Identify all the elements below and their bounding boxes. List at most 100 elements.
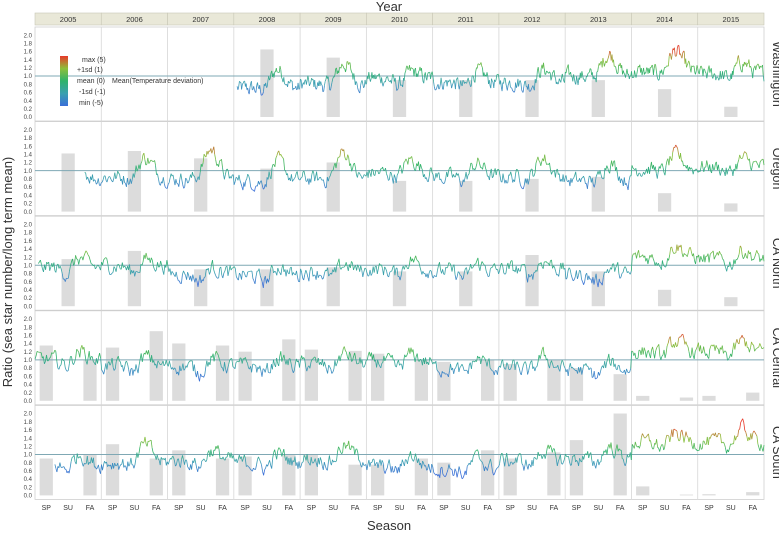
series-segment (402, 78, 404, 88)
series-segment (757, 63, 760, 66)
series-segment (144, 159, 147, 166)
series-segment (315, 87, 318, 90)
series-segment (682, 160, 684, 167)
series-segment (615, 66, 617, 72)
series-segment (549, 162, 551, 171)
series-segment (645, 67, 647, 74)
series-segment (454, 274, 457, 280)
series-segment (87, 254, 90, 257)
series-segment (593, 183, 596, 188)
series-segment (754, 253, 757, 258)
series-segment (744, 253, 747, 258)
series-segment (188, 360, 191, 363)
series-segment (285, 269, 288, 277)
series-segment (86, 252, 89, 256)
series-segment (647, 259, 650, 265)
series-segment (429, 357, 432, 359)
series-segment (191, 274, 194, 282)
series-segment (613, 263, 616, 272)
series-segment (712, 164, 714, 170)
series-segment (37, 261, 40, 264)
series-segment (134, 364, 137, 372)
series-segment (178, 365, 181, 376)
series-segment (363, 174, 366, 176)
legend-entry-3: -1sd (-1) (79, 89, 105, 96)
series-segment (410, 67, 413, 69)
series-segment (95, 180, 97, 185)
series-segment (224, 362, 226, 370)
series-segment (537, 67, 540, 74)
series-segment (83, 346, 86, 355)
series-segment (449, 468, 452, 470)
series-segment (334, 360, 337, 367)
series-segment (112, 367, 115, 371)
series-segment (759, 258, 762, 262)
series-segment (498, 170, 501, 176)
bar (702, 395, 716, 401)
series-segment (331, 372, 334, 374)
series-segment (555, 78, 557, 84)
series-segment (97, 357, 99, 364)
series-segment (595, 71, 598, 83)
series-segment (531, 87, 533, 90)
series-segment (520, 264, 522, 272)
series-segment (531, 360, 534, 369)
series-segment (119, 174, 121, 181)
series-segment (450, 468, 453, 470)
series-segment (291, 80, 294, 91)
series-segment (421, 68, 423, 77)
series-segment (534, 79, 536, 91)
series-segment (492, 171, 495, 177)
series-segment (303, 80, 306, 85)
bar (525, 178, 539, 212)
series-segment (381, 77, 383, 85)
series-segment (466, 80, 468, 84)
series-segment (446, 373, 448, 375)
series-segment (558, 78, 560, 84)
y-tick-label: 0.0 (24, 115, 33, 121)
series-segment (243, 271, 245, 274)
series-segment (316, 171, 318, 181)
series-segment (751, 165, 753, 171)
series-segment (333, 74, 336, 78)
series-segment (744, 151, 746, 153)
series-segment (669, 156, 672, 159)
series-segment (620, 370, 622, 372)
series-segment (167, 182, 170, 185)
series-segment (399, 76, 401, 86)
series-segment (299, 79, 301, 89)
series-segment (362, 83, 364, 88)
series-segment (376, 359, 378, 368)
series-segment (366, 272, 369, 277)
series-segment (263, 83, 265, 92)
series-segment (538, 160, 541, 163)
series-segment (248, 175, 251, 180)
series-segment (329, 366, 332, 370)
series-segment (677, 45, 679, 48)
series-segment (644, 255, 647, 262)
series-segment (554, 366, 556, 368)
series-segment (308, 271, 311, 282)
y-tick-label: 0.2 (24, 296, 33, 302)
series-segment (270, 364, 272, 374)
series-segment (71, 356, 73, 363)
series-segment (491, 78, 493, 82)
series-segment (637, 66, 639, 70)
year-strip-label: 2010 (391, 15, 408, 24)
series-segment (164, 186, 167, 189)
series-segment (246, 174, 249, 179)
bar (569, 368, 584, 401)
series-segment (364, 360, 367, 365)
series-segment (224, 266, 227, 272)
series-segment (465, 172, 468, 180)
series-segment (546, 163, 548, 165)
series-segment (469, 162, 472, 168)
series-segment (649, 167, 651, 174)
bar (260, 49, 274, 117)
series-segment (692, 169, 695, 175)
series-segment (402, 162, 405, 170)
series-segment (562, 174, 565, 183)
series-segment (74, 255, 76, 264)
series-segment (84, 171, 86, 174)
series-segment (613, 59, 615, 67)
